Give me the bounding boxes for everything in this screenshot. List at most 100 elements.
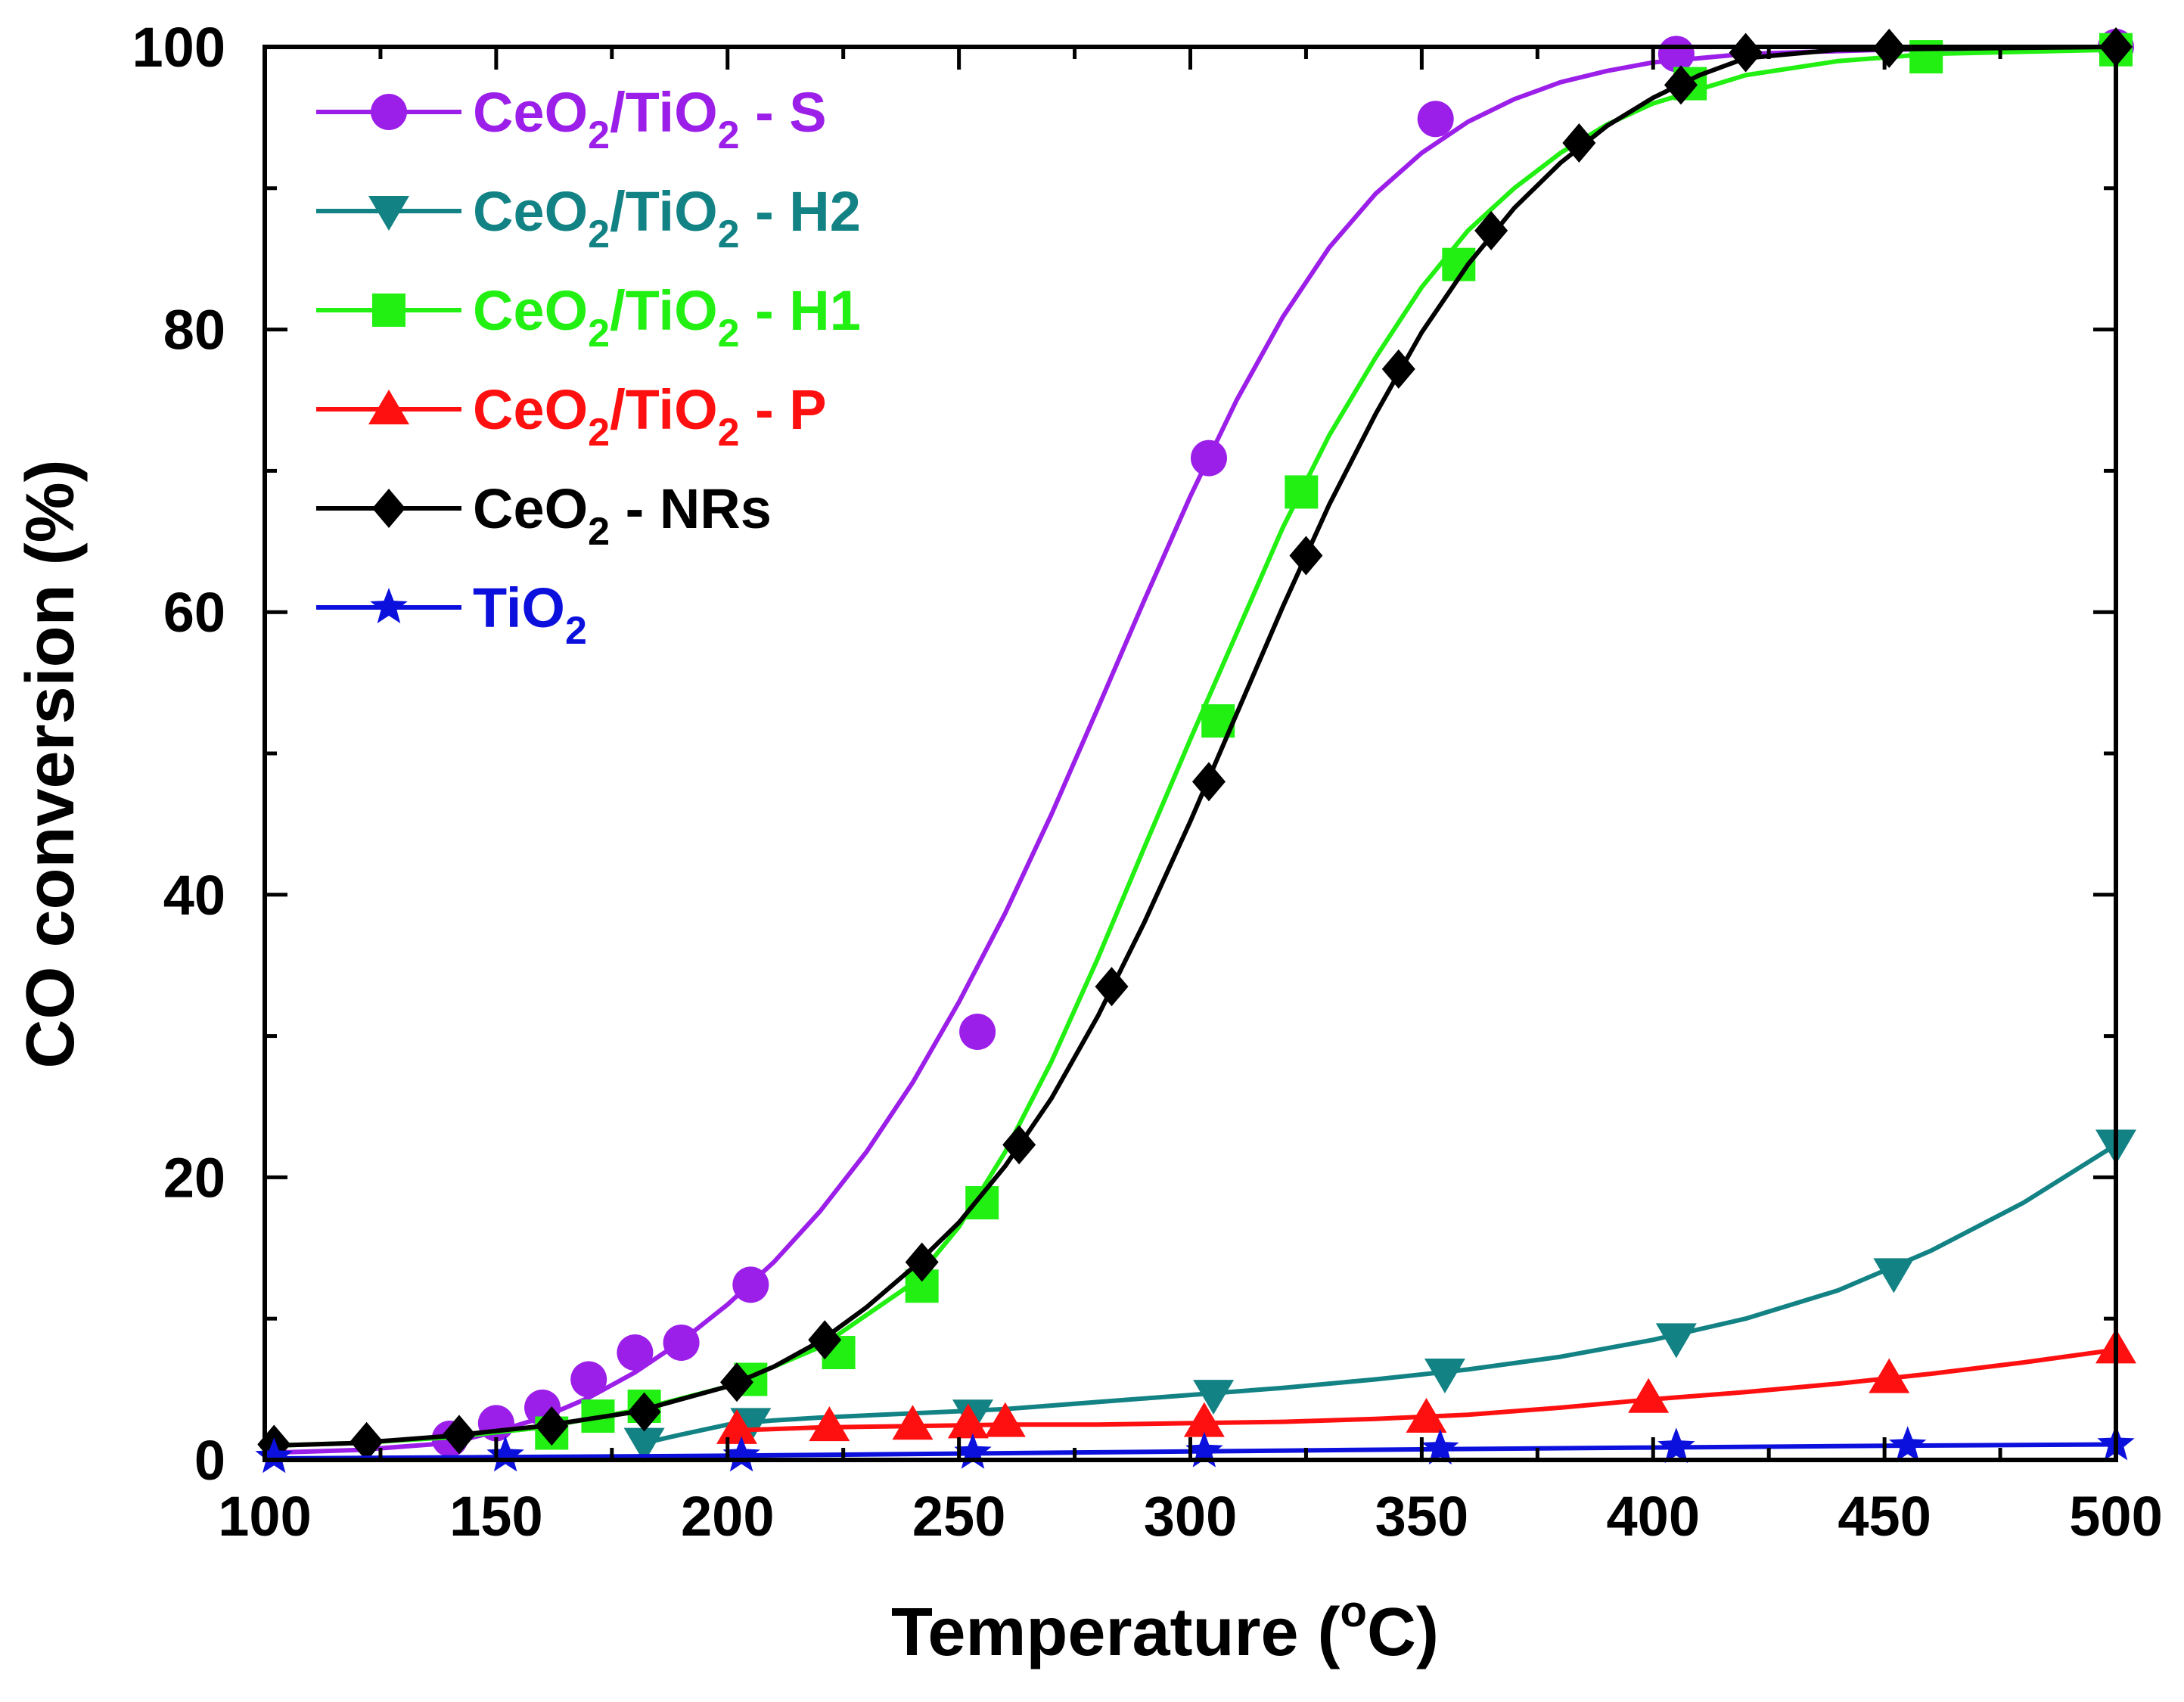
data-point-ceo2-nrs-6	[808, 1320, 842, 1360]
data-point-tio2-5	[1421, 1429, 1459, 1465]
data-point-ceo2-tio2-h1-8	[1285, 475, 1319, 509]
legend-label-ceo2-tio2-h1: CeO2/TiO2 - H1	[473, 279, 861, 356]
legend-text-mid: /TiO	[610, 180, 718, 243]
x-tick-label-100: 100	[218, 1485, 311, 1548]
legend-text-base: CeO	[473, 279, 588, 342]
data-point-ceo2-nrs-9	[1095, 967, 1129, 1007]
data-point-tio2-4	[1185, 1431, 1223, 1468]
data-point-ceo2-nrs-7	[905, 1242, 939, 1282]
data-point-ceo2-nrs-12	[1381, 349, 1415, 389]
series-ceo2-tio2-h2	[623, 1129, 2136, 1463]
legend-text-sub2: 2	[718, 312, 740, 356]
data-point-ceo2-tio2-p-8	[1869, 1358, 1910, 1393]
legend-marker-tio2	[370, 588, 408, 623]
data-point-ceo2-nrs-13	[1474, 210, 1508, 250]
axes-layer: 100 150 200 250 300 350 400 450 500 0 20 40 60 80 100	[132, 16, 2163, 1548]
legend-text-sub1: 2	[565, 609, 587, 653]
data-point-ceo2-nrs-8	[1002, 1125, 1036, 1165]
data-point-ceo2-tio2-h2-0	[623, 1427, 665, 1463]
data-point-ceo2-tio2-s-8	[1190, 439, 1227, 477]
data-point-ceo2-tio2-p-0	[716, 1408, 757, 1444]
data-point-ceo2-nrs-4	[627, 1392, 661, 1432]
x-tick-label-300: 300	[1144, 1485, 1237, 1548]
data-point-tio2-2	[722, 1436, 760, 1472]
data-point-ceo2-tio2-s-9	[1417, 101, 1454, 138]
data-point-ceo2-tio2-p-3	[947, 1403, 989, 1439]
legend-text-tail: - H1	[740, 279, 861, 342]
data-point-ceo2-tio2-p-4	[984, 1402, 1026, 1437]
legend-item-ceo2-tio2-p: CeO2/TiO2 - P	[316, 378, 827, 455]
legend-text-sub1: 2	[588, 312, 610, 356]
legend-text-sub2: 2	[718, 213, 740, 256]
data-point-ceo2-nrs-3	[535, 1406, 569, 1446]
legend-text-mid: /TiO	[610, 81, 718, 144]
legend-text-sub1: 2	[588, 411, 610, 455]
legend-text-tail: - S	[740, 81, 827, 144]
data-point-ceo2-tio2-s-6	[732, 1266, 769, 1303]
legend-item-ceo2-tio2-h2: CeO2/TiO2 - H2	[316, 180, 861, 256]
data-point-tio2-6	[1657, 1427, 1695, 1464]
legend-text-base: CeO	[473, 378, 588, 441]
legend-text-base: CeO	[473, 81, 588, 144]
data-point-tio2-1	[486, 1436, 524, 1472]
legend-text-sub1: 2	[588, 213, 610, 256]
legend-item-tio2: TiO2	[316, 576, 587, 653]
y-tick-label-40: 40	[163, 864, 225, 927]
data-point-ceo2-nrs-10	[1191, 762, 1226, 802]
series-ceo2-nrs	[257, 27, 2133, 1464]
legend-label-tio2: TiO2	[473, 576, 587, 653]
legend-label-ceo2-nrs: CeO2 - NRs	[473, 477, 772, 554]
data-point-ceo2-tio2-s-4	[617, 1334, 654, 1371]
y-tick-label-100: 100	[132, 16, 225, 79]
legend-text-sub2: 2	[718, 411, 740, 455]
x-tick-label-350: 350	[1375, 1485, 1468, 1548]
legend-text-base: CeO	[473, 180, 588, 243]
legend-text-mid: /TiO	[610, 378, 718, 441]
data-point-ceo2-nrs-5	[719, 1362, 753, 1402]
data-point-ceo2-tio2-h2-6	[1873, 1258, 1915, 1294]
legend-label-ceo2-tio2-p: CeO2/TiO2 - P	[473, 378, 827, 455]
x-tick-label-250: 250	[912, 1485, 1005, 1548]
legend-label-ceo2-tio2-s: CeO2/TiO2 - S	[473, 81, 827, 157]
legend-text-tail: - P	[740, 378, 827, 441]
data-point-ceo2-nrs-2	[442, 1415, 476, 1455]
x-tick-label-450: 450	[1838, 1485, 1931, 1548]
x-tick-label-400: 400	[1607, 1485, 1700, 1548]
legend-marker-ceo2-nrs	[372, 489, 405, 528]
y-tick-label-60: 60	[163, 581, 225, 644]
data-point-tio2-3	[954, 1433, 992, 1469]
legend-text-sub2: 2	[718, 113, 740, 157]
data-point-ceo2-tio2-p-5	[1183, 1402, 1225, 1437]
data-point-ceo2-tio2-p-6	[1406, 1397, 1447, 1433]
legend-text-base: TiO	[473, 576, 565, 639]
legend-text-tail: - NRs	[610, 477, 772, 540]
legend-marker-ceo2-tio2-h2	[368, 196, 409, 231]
x-tick-label-200: 200	[681, 1485, 774, 1548]
legend-label-ceo2-tio2-h2: CeO2/TiO2 - H2	[473, 180, 861, 256]
x-tick-label-500: 500	[2069, 1485, 2162, 1548]
data-point-ceo2-nrs-14	[1562, 123, 1596, 163]
data-point-ceo2-tio2-h2-4	[1424, 1359, 1465, 1394]
data-point-ceo2-tio2-h2-3	[1193, 1380, 1235, 1415]
y-axis-title: CO conversion (%)	[13, 459, 89, 1068]
data-point-ceo2-tio2-s-10	[1657, 36, 1695, 73]
data-point-ceo2-tio2-p-2	[892, 1405, 934, 1440]
y-tick-label-20: 20	[163, 1146, 225, 1209]
data-point-ceo2-tio2-s-3	[570, 1361, 607, 1398]
x-axis-title: Temperature (oC)	[891, 1587, 1439, 1670]
data-point-ceo2-tio2-p-7	[1628, 1377, 1670, 1413]
legend-item-ceo2-tio2-s: CeO2/TiO2 - S	[316, 81, 827, 157]
x-tick-label-150: 150	[449, 1485, 542, 1548]
legend-text-sub1: 2	[588, 113, 610, 157]
data-point-tio2-7	[1889, 1426, 1927, 1462]
data-point-tio2-0	[255, 1437, 293, 1474]
data-point-ceo2-tio2-p-1	[809, 1406, 850, 1442]
legend-text-base: CeO	[473, 477, 588, 540]
y-tick-label-0: 0	[194, 1429, 225, 1492]
legend-marker-ceo2-tio2-p	[368, 390, 409, 424]
data-point-ceo2-tio2-s-7	[959, 1013, 996, 1050]
legend-item-ceo2-tio2-h1: CeO2/TiO2 - H1	[316, 279, 861, 356]
